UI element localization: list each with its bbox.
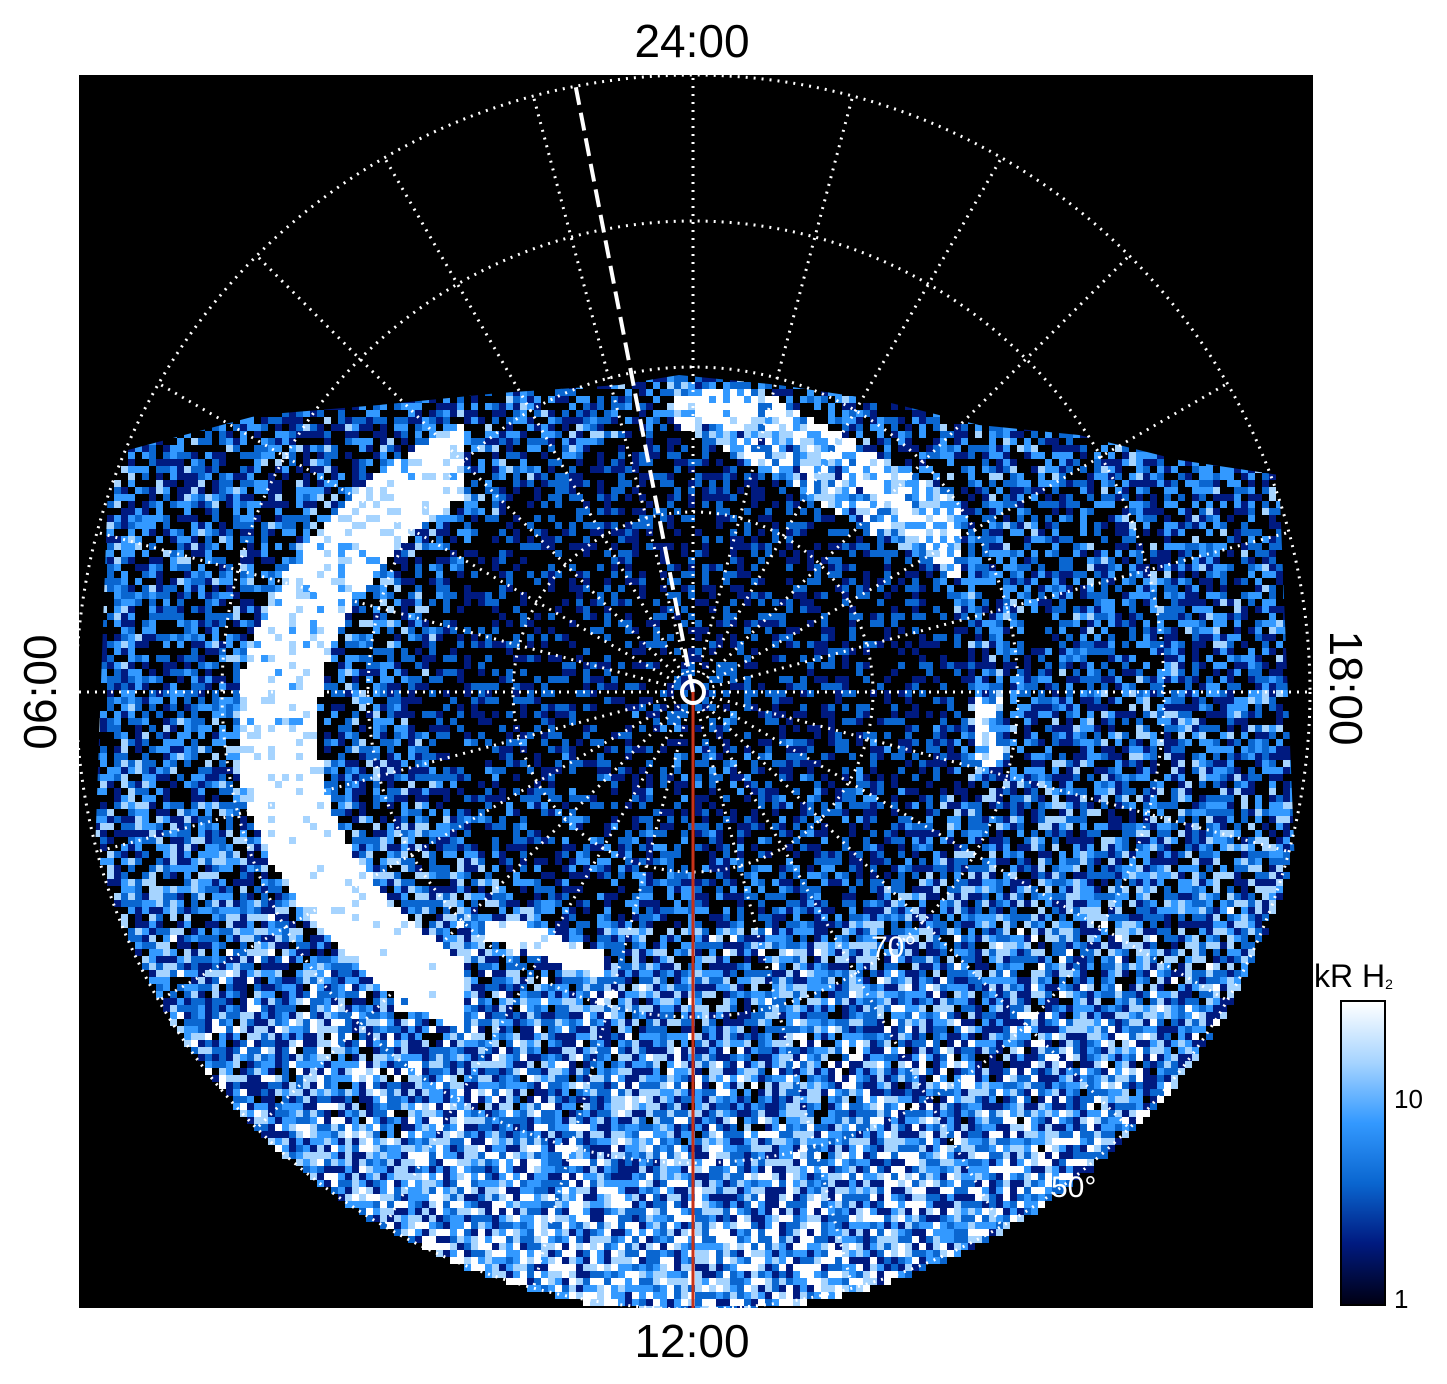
polar-auroral-image: 70° 50° (74, 73, 1313, 1311)
local-time-label-midnight: 24:00 (634, 15, 750, 67)
meridian-line (706, 254, 1131, 679)
polar-projection-svg: 70° 50° (74, 73, 1312, 1311)
local-time-label-dusk: 18:00 (1320, 630, 1372, 746)
colorbar-unit-subscript: 2 (1385, 976, 1393, 992)
meridian-line (706, 705, 1131, 1130)
meridian-line (711, 695, 1290, 854)
meridian-line (96, 695, 675, 854)
latitude-label-70: 70° (871, 931, 916, 964)
meridian-line (701, 156, 1003, 676)
colorbar-tick-1: 1 (1394, 1284, 1409, 1314)
meridian-line (709, 700, 1229, 1002)
meridian-line (711, 530, 1290, 689)
meridian-line (157, 700, 677, 1002)
meridian-line (255, 705, 680, 1130)
emission-pixels (79, 375, 1311, 1308)
colorbar-title: kR H2 (1314, 958, 1393, 995)
meridian-line (383, 156, 685, 676)
meridian-line (255, 254, 680, 679)
meridian-line (701, 708, 1003, 1228)
meridian-line (96, 530, 675, 689)
local-time-label-dawn: 06:00 (14, 634, 66, 750)
latitude-label-50: 50° (1051, 1171, 1096, 1204)
colorbar-unit: kR H (1314, 958, 1386, 994)
meridian-line (696, 710, 855, 1289)
meridian-line (383, 708, 685, 1228)
lat-lon-grid (74, 73, 1312, 1311)
pole-marker-icon (680, 679, 706, 705)
local-time-label-noon: 12:00 (634, 1315, 750, 1367)
colorbar (1340, 1000, 1386, 1306)
meridian-line (531, 95, 690, 674)
meridian-line (696, 95, 855, 674)
latitude-circle (220, 219, 1166, 1165)
meridian-line (531, 710, 690, 1289)
meridian-line (709, 382, 1229, 684)
meridian-line (157, 382, 677, 684)
colorbar-tick-10: 10 (1394, 1084, 1423, 1114)
